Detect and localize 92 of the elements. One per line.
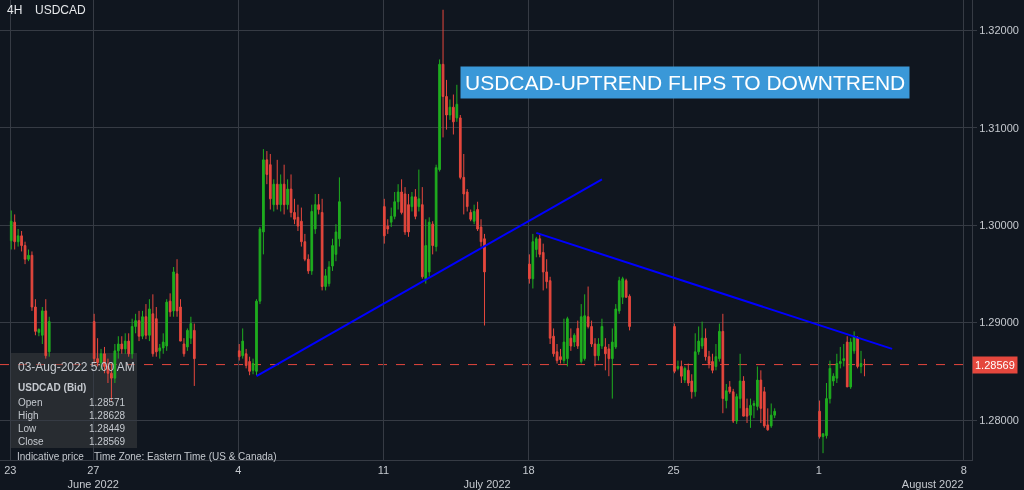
candlestick [13,213,17,250]
candlestick [137,310,141,342]
x-tick-label: 8 [960,464,967,477]
annotation: 1.28449 [89,423,126,434]
y-tick-label: 1.29000 [979,316,1019,329]
candlestick [40,306,44,345]
candlestick [286,178,289,211]
candlestick [414,188,417,220]
x-tick-label: 27 [87,464,100,477]
candlestick [452,94,455,135]
candlestick [16,228,20,248]
candlestick [531,233,535,289]
candlestick [417,169,421,212]
candlestick [759,369,763,424]
candlestick [842,343,846,367]
candlestick [431,220,435,255]
x-tick-label: 1 [815,464,822,477]
candlestick [148,298,151,342]
annotation: Indicative price [17,451,85,462]
annotation: Close [18,436,44,447]
chart-subtitle: 4H [7,3,23,17]
candlestick [165,298,169,352]
candlestick [676,360,680,371]
candlestick [576,320,580,350]
candlestick [127,332,131,358]
annotation: USDCAD (Bid) [18,382,87,393]
candlestick [680,360,683,384]
x-tick-label: 11 [377,464,390,477]
annotation: USDCAD-UPTREND FLIPS TO DOWNTREND [465,71,906,94]
candlestick [472,204,476,225]
candlestick [749,398,752,429]
candlestick [9,210,13,250]
candlestick [44,298,48,360]
annotation: Time Zone: Eastern Time (US & Canada) [94,451,277,462]
candlestick [455,84,459,123]
y-tick-label: 1.31000 [979,121,1019,134]
candlestick [569,327,573,352]
candlestick [268,153,272,211]
candlestick [144,303,148,340]
candlestick [859,350,863,374]
candlestick [683,365,687,384]
candlestick [424,218,428,285]
candlestick [845,335,849,388]
candlestick [724,383,728,409]
candlestick [572,332,576,348]
candlestick [769,402,773,429]
candlestick [47,316,51,358]
candlestick [562,318,566,365]
candlestick [151,293,155,358]
x-tick-label: 18 [522,464,535,477]
candlestick [382,198,386,245]
annotation: 1.28569 [89,436,126,447]
annotation: High [18,410,39,421]
candlestick [241,327,245,360]
candlestick [282,164,286,215]
candlestick [320,198,324,291]
ref-line-label: 1.28569 [975,359,1015,371]
x-tick-label: 25 [667,464,680,477]
candlestick [123,332,127,355]
x-tick-label: 23 [4,464,17,477]
candlestick [27,248,30,262]
candlestick [237,343,241,362]
candlestick [172,266,175,318]
candlestick [448,98,452,121]
annotation: Open [18,397,43,408]
annotation: 1.28571 [89,397,126,408]
candlestick [275,159,279,211]
candlestick [566,316,569,367]
chart-title: USDCAD [35,3,87,17]
annotation: Low [18,423,38,434]
candlestick [168,292,172,318]
annotation: 1.28628 [89,410,126,421]
x2-tick-label: June 2022 [67,478,119,490]
candlestick [192,323,196,387]
y-tick-label: 1.32000 [979,24,1019,37]
candlestick [818,400,821,440]
candlestick [120,335,124,355]
candlestick [279,173,283,212]
candlestick [272,178,276,212]
candlestick [469,209,473,222]
x2-tick-label: July 2022 [463,478,511,490]
candlestick [583,293,587,362]
candlestick [528,253,531,285]
candlestick [141,310,144,340]
candlestick [130,318,134,360]
candlestick [410,191,414,212]
y-tick-label: 1.28000 [979,413,1019,426]
y-tick-label: 1.30000 [979,218,1019,231]
x2-tick-label: August 2022 [901,478,964,490]
candlestick [420,186,424,280]
candlestick [441,9,445,138]
x-tick-label: 4 [235,464,242,477]
